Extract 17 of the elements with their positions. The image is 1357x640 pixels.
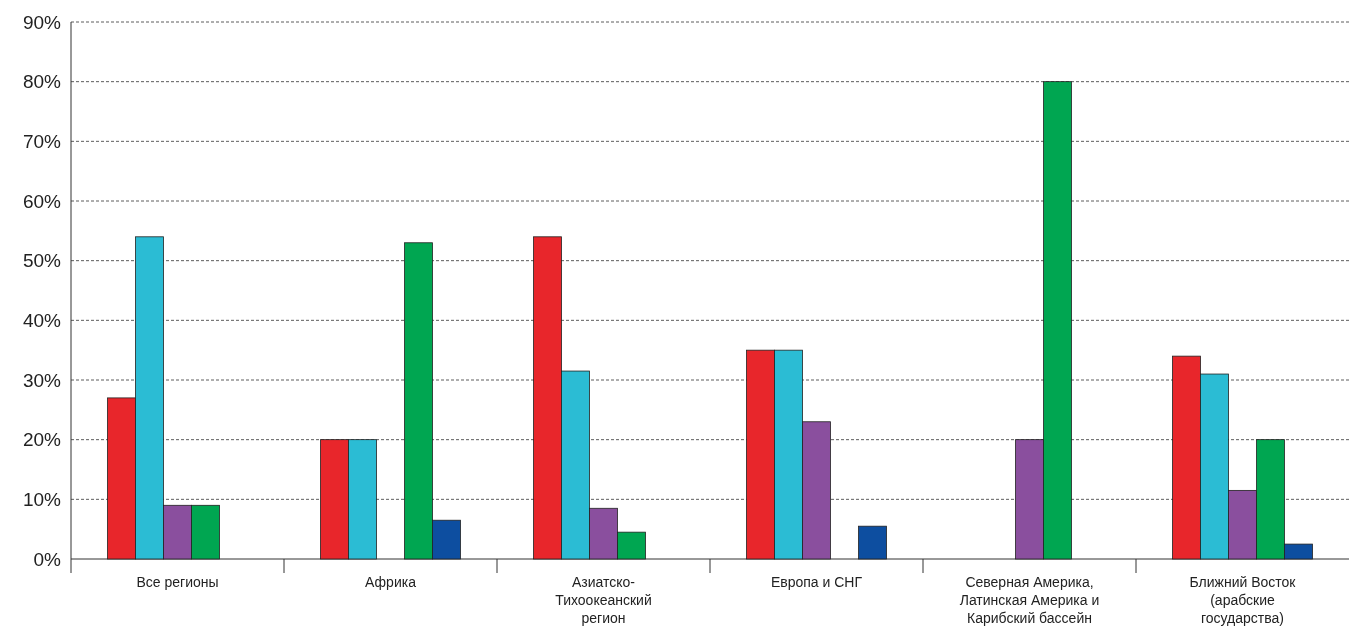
y-tick-label: 10% [22, 488, 62, 510]
bar [858, 525, 887, 560]
x-tick-label: Ближний Восток (арабские государства) [1189, 574, 1297, 626]
y-tick-label: 60% [22, 190, 62, 212]
y-tick-label: 30% [22, 369, 62, 391]
y-tick-label: 80% [22, 71, 62, 93]
y-tick-label: 0% [33, 548, 62, 570]
y-tick-label: 50% [22, 250, 62, 272]
y-tick-label: 20% [22, 429, 62, 451]
x-tick-label: Все регионы [136, 574, 219, 590]
y-tick-label: 40% [22, 309, 62, 331]
y-tick-label: 70% [22, 130, 62, 152]
y-tick-label: 90% [22, 11, 62, 33]
x-tick-label: Азиатско-Тихоокеанский регион [555, 574, 652, 626]
x-tick-label: Африка [365, 574, 417, 590]
x-tick-label: Европа и СНГ [770, 574, 863, 590]
x-tick-label: Северная Америка, Латинская Америка и Карибский бассейн [959, 574, 1100, 626]
